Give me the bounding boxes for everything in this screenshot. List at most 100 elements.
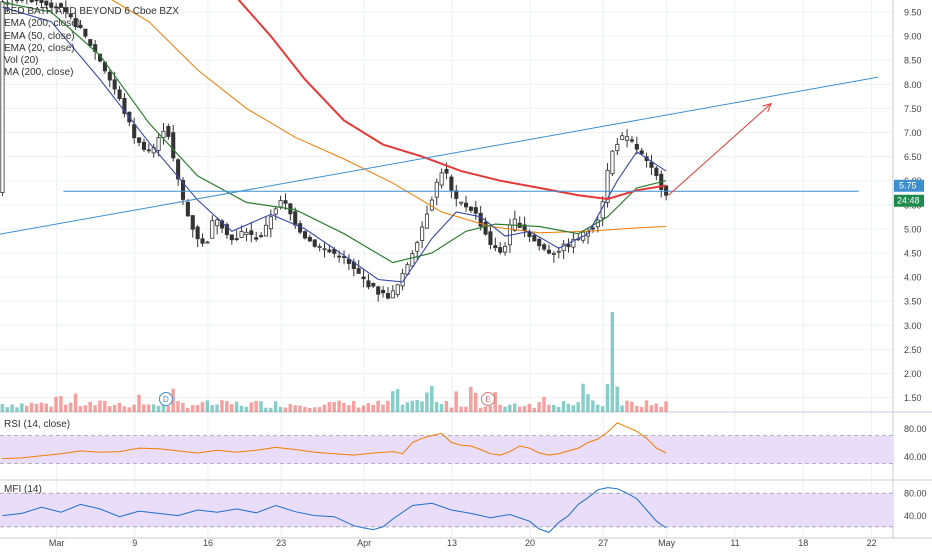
volume-bar [572,405,575,412]
candle-body [245,232,248,234]
candle-body [538,239,541,245]
volume-bar [137,395,140,412]
x-tick-label: 11 [730,538,739,548]
volume-bar [49,407,52,412]
candle-body [211,221,214,239]
candle-body [284,201,287,204]
candle-body [469,207,472,210]
candle-body [499,247,502,252]
volume-bar [347,405,350,412]
volume-bar [206,400,209,412]
volume-bar [489,406,492,412]
volume-bar [264,408,267,412]
volume-bar [357,407,360,412]
legend-ema50[interactable]: EMA (50, close) [4,31,179,43]
volume-bar [132,405,135,412]
volume-bar [508,405,511,412]
candle-body [357,269,360,274]
mfi-tick-label: 80.00 [904,489,927,499]
volume-bar [586,394,589,412]
volume-bar [352,401,355,412]
volume-bar [45,404,48,412]
volume-bar [440,404,443,412]
legend-ema200[interactable]: EMA (200, close) [4,18,179,30]
candle-body [464,203,467,207]
volume-bar [513,403,516,412]
volume-bar [98,401,101,412]
chart-legend: BED BATH AND BEYOND 6 Cboe BZX EMA (200,… [4,6,179,80]
volume-bar [259,401,262,412]
mfi-pane-title[interactable]: MFI (14) [4,484,42,495]
volume-bar [659,407,662,412]
candle-body [216,220,219,226]
y-tick-label: 2.00 [904,369,922,379]
volume-bar [1,404,4,412]
volume-bar [5,407,8,412]
volume-bar [269,408,272,412]
exchange-label: Cboe BZX [133,6,179,17]
volume-bar [415,400,418,412]
volume-bar [157,406,160,412]
volume-bar [313,407,316,412]
candle-body [630,140,633,141]
legend-ma200[interactable]: MA (200, close) [4,67,179,79]
candle-body [547,250,550,253]
rsi-tick-label: 80.00 [904,424,927,434]
volume-bar [645,400,648,412]
x-tick-label: Mar [49,538,65,548]
x-tick-label: 9 [132,538,137,548]
candle-body [15,0,18,1]
candle-body [191,216,194,230]
candle-body [367,281,370,287]
legend-title[interactable]: BED BATH AND BEYOND 6 Cboe BZX [4,6,179,18]
volume-bar [308,408,311,412]
rsi-pane-title[interactable]: RSI (14, close) [4,419,70,430]
candle-body [40,0,43,3]
candle-body [313,240,316,247]
volume-bar [474,393,477,412]
legend-ema20[interactable]: EMA (20, close) [4,43,179,55]
volume-bar [411,401,414,412]
candle-body [567,245,570,247]
volume-bar [664,401,667,412]
candle-body [118,90,121,99]
volume-bar [240,406,243,412]
volume-bar [84,405,87,412]
event-marker-label: D [163,395,169,404]
volume-bar [547,405,550,412]
volume-bar [220,400,223,412]
volume-bar [113,405,116,412]
volume-bar [601,406,604,412]
x-tick-label: 23 [276,538,286,548]
candle-body [201,239,204,243]
y-tick-label: 7.50 [904,104,922,114]
volume-bar [293,405,296,412]
candle-body [411,254,414,266]
volume-bar [406,402,409,412]
volume-bar [54,397,57,412]
volume-bar [611,312,614,412]
y-tick-label: 7.00 [904,128,922,138]
volume-bar [186,408,189,412]
volume-bar [371,405,374,412]
volume-bar [118,403,121,412]
candle-body [377,287,380,294]
volume-bar [230,404,233,412]
volume-bar [103,401,106,412]
volume-bar [25,406,28,412]
volume-bar [123,406,126,412]
volume-bar [391,391,394,412]
volume-bar [298,406,301,412]
candle-body [133,125,136,138]
volume-bar [625,401,628,412]
candle-body [381,290,384,292]
volume-bar [249,402,252,412]
rsi-tick-label: 40.00 [904,452,927,462]
candle-body [445,169,448,173]
legend-volume[interactable]: Vol (20) [4,55,179,67]
candle-body [640,151,643,154]
volume-bar [210,405,213,412]
